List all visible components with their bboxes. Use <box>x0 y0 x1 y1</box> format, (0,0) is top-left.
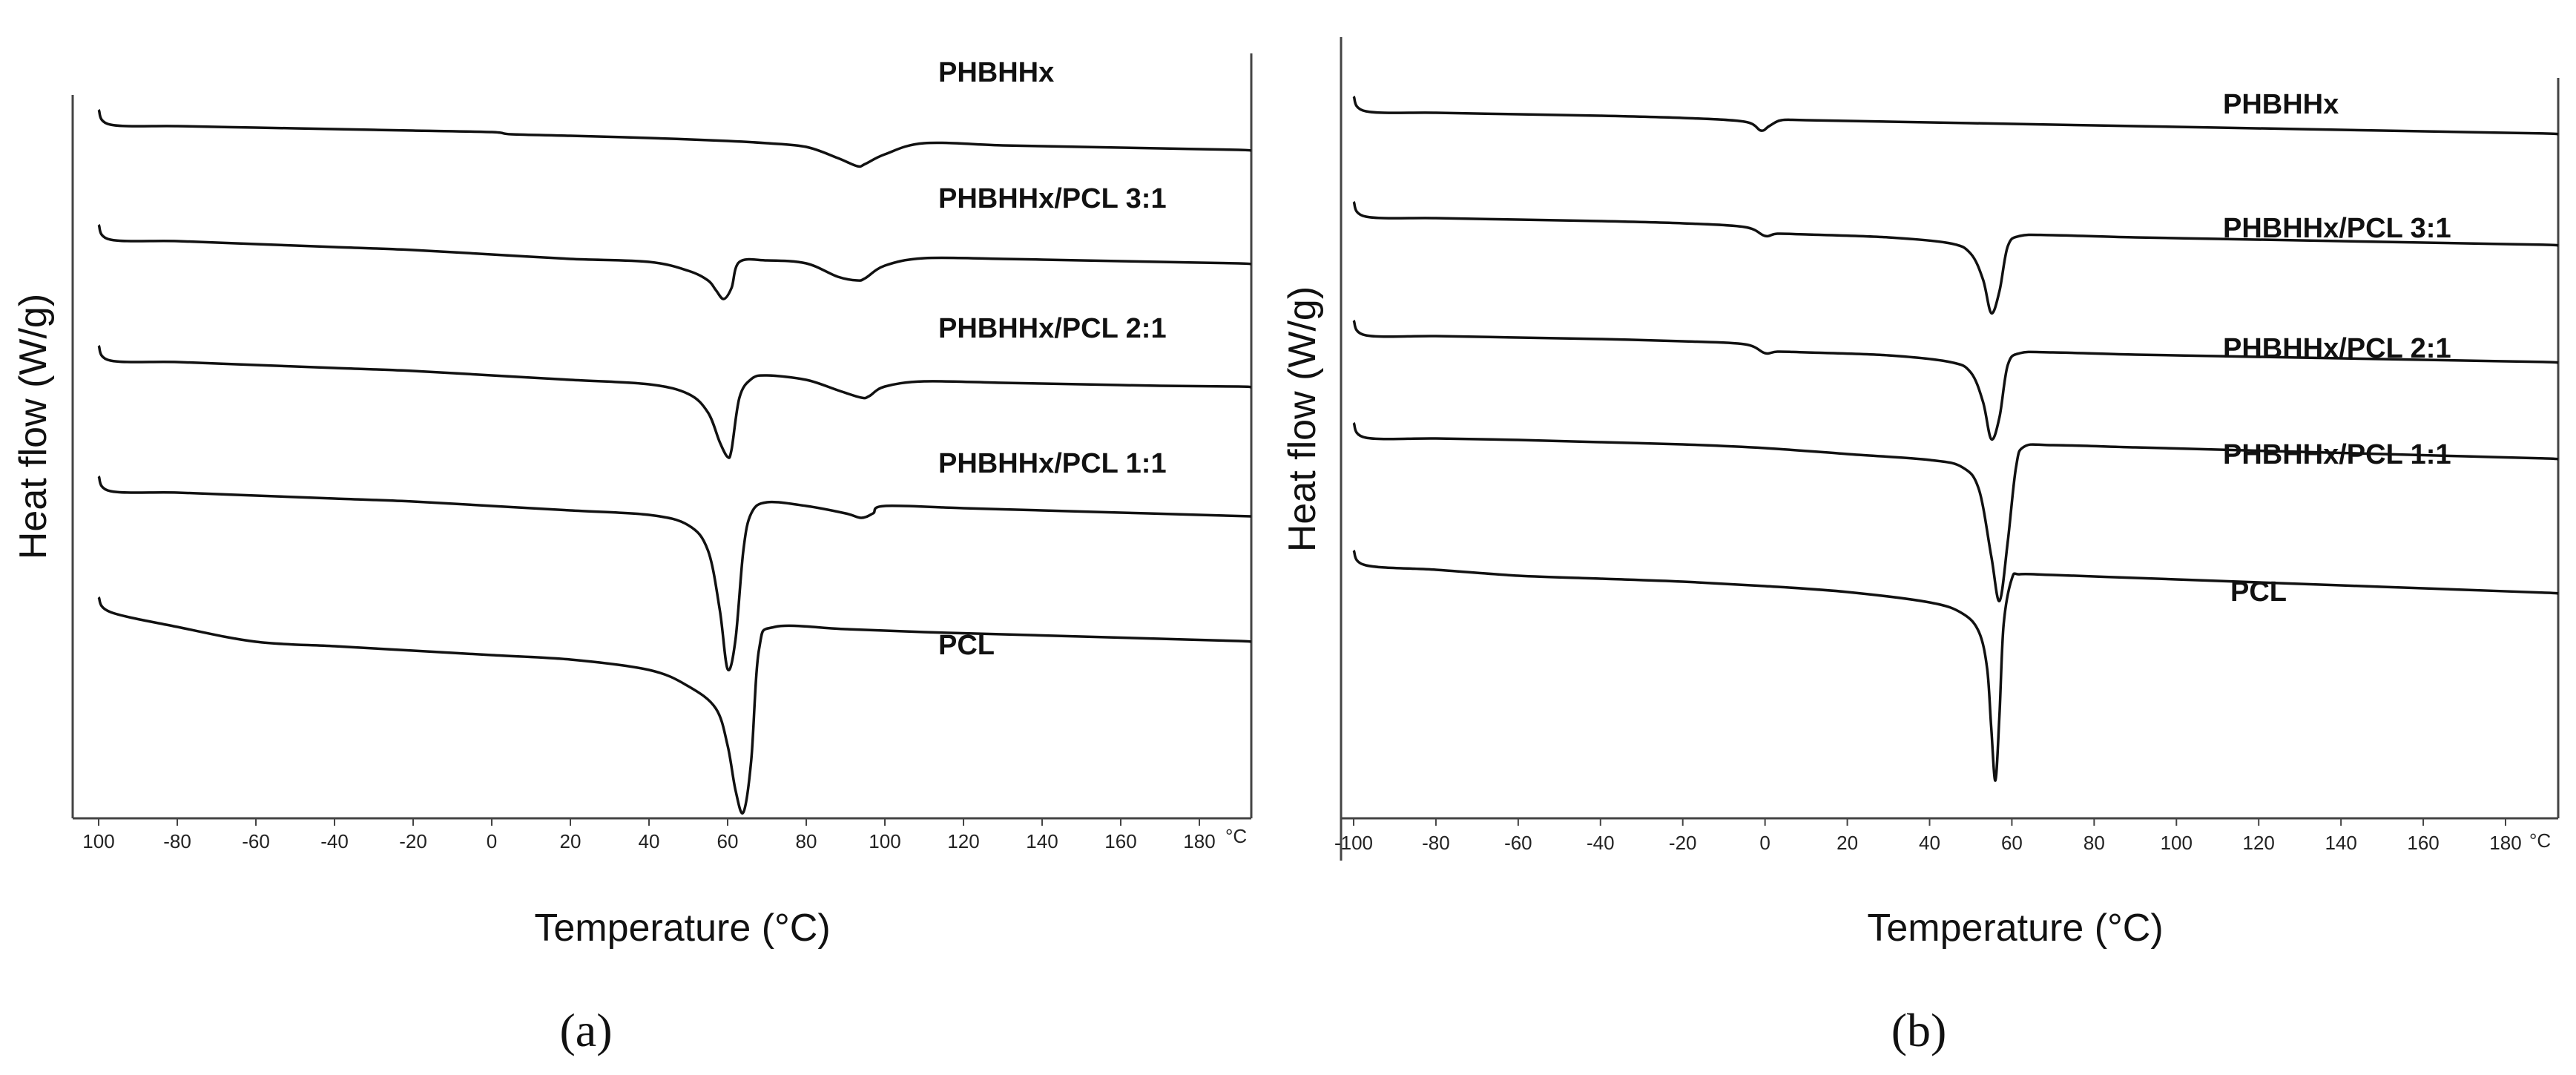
series-curve <box>97 475 1252 672</box>
series-label: PCL <box>938 630 995 661</box>
x-tick-label: 160 <box>2407 832 2439 854</box>
panel-a-series-labels: PHBHHx PHBHHx/PCL 3:1 PHBHHx/PCL 2:1 PHBHHx… <box>938 57 1167 661</box>
series-curve <box>97 223 1252 300</box>
series-label: PHBHHx/PCL 1:1 <box>2223 439 2451 470</box>
series-curve <box>1352 95 2560 136</box>
series-label: PCL <box>2230 576 2287 608</box>
panel-b-y-axis-title: Heat flow (W/g) <box>1281 286 1324 552</box>
series-curve <box>1352 200 2560 315</box>
x-tick-label: -20 <box>1669 832 1697 854</box>
x-tick-label: -60 <box>242 830 270 852</box>
series-label: PHBHHx/PCL 3:1 <box>2223 213 2451 244</box>
panel-a-curves <box>97 108 1252 815</box>
panel-a-label: (a) <box>559 1004 612 1056</box>
panel-a: 100 -80 -60 -40 -20 0 20 40 60 80 100 120 140 160 180 … <box>12 53 1253 1056</box>
x-tick-label: 100 <box>2161 832 2193 854</box>
x-tick-label: 0 <box>487 830 497 852</box>
x-tick-label: 80 <box>796 830 817 852</box>
x-tick-label: 40 <box>639 830 660 852</box>
series-label: PHBHHx <box>2223 89 2339 120</box>
panel-b-x-axis-title: Temperature (°C) <box>1867 907 2163 950</box>
panel-a-x-ticks: 100 -80 -60 -40 -20 0 20 40 60 80 100 120 140 160 180 <box>82 818 1216 852</box>
x-tick-label: 180 <box>1183 830 1215 852</box>
x-tick-label: 80 <box>2083 832 2105 854</box>
panel-b-x-ticks: -100 -80 -60 -40 -20 0 20 40 60 80 100 120 140 160 180 <box>1334 818 2522 854</box>
panel-a-x-unit-label: °C <box>1225 825 1247 847</box>
panel-a-y-axis-title: Heat flow (W/g) <box>12 294 55 559</box>
series-curve <box>97 596 1252 815</box>
x-tick-label: 100 <box>869 830 900 852</box>
x-tick-label: -80 <box>1422 832 1450 854</box>
x-tick-label: -60 <box>1504 832 1532 854</box>
series-label: PHBHHx/PCL 3:1 <box>938 183 1167 214</box>
x-tick-label: 0 <box>1759 832 1770 854</box>
panel-b-label: (b) <box>1891 1004 1947 1056</box>
panel-b-x-unit-label: °C <box>2529 829 2551 852</box>
x-tick-label: -40 <box>1587 832 1615 854</box>
x-tick-label: -20 <box>399 830 427 852</box>
x-tick-label: 60 <box>717 830 739 852</box>
panel-b: -100 -80 -60 -40 -20 0 20 40 60 80 100 120 140 160 180… <box>1281 37 2560 1056</box>
x-tick-label: 120 <box>947 830 979 852</box>
series-label: PHBHHx/PCL 2:1 <box>938 313 1167 344</box>
x-tick-label: 140 <box>1026 830 1058 852</box>
x-tick-label: 160 <box>1104 830 1136 852</box>
x-tick-label: 140 <box>2325 832 2356 854</box>
series-curve <box>1352 319 2560 441</box>
x-tick-label: 40 <box>1919 832 1940 854</box>
series-curve <box>1352 421 2560 602</box>
series-label: PHBHHx <box>938 57 1054 88</box>
x-tick-label: 60 <box>2001 832 2023 854</box>
panel-b-series-labels: PHBHHx PHBHHx/PCL 3:1 PHBHHx/PCL 2:1 PHBHHx… <box>2223 89 2451 608</box>
series-curve <box>97 344 1252 459</box>
x-tick-label: 120 <box>2243 832 2275 854</box>
series-label: PHBHHx/PCL 1:1 <box>938 448 1167 479</box>
series-curve <box>97 108 1252 168</box>
x-tick-label: 20 <box>1837 832 1858 854</box>
x-tick-label: -80 <box>163 830 191 852</box>
x-tick-label: 180 <box>2489 832 2521 854</box>
series-label: PHBHHx/PCL 2:1 <box>2223 333 2451 364</box>
x-tick-label: 20 <box>560 830 582 852</box>
series-curve <box>1352 549 2560 782</box>
x-tick-label: -40 <box>320 830 349 852</box>
x-tick-label: -100 <box>1334 832 1373 854</box>
x-tick-label: 100 <box>82 830 114 852</box>
panel-a-x-axis-title: Temperature (°C) <box>534 907 830 950</box>
panel-b-curves <box>1352 95 2560 782</box>
